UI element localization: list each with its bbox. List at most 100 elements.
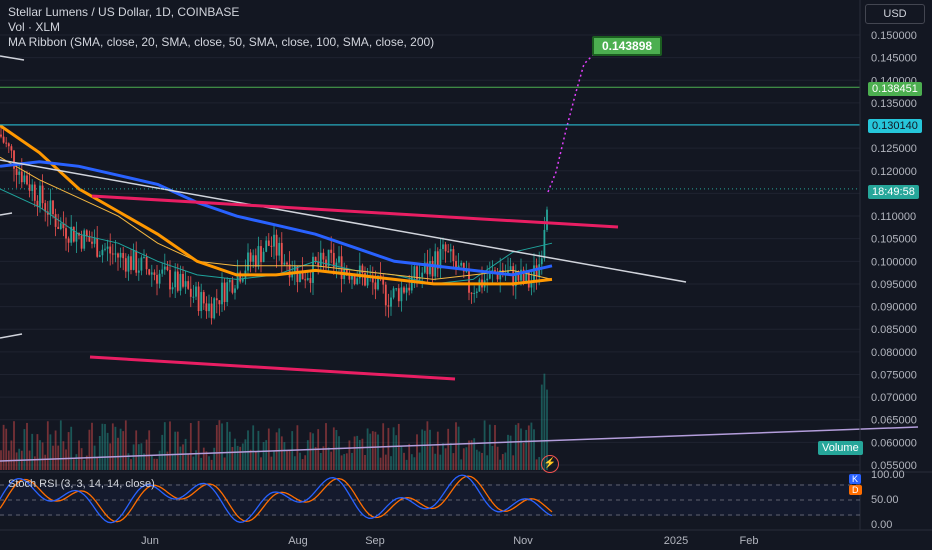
volume-bar [153,458,156,470]
candle-body [156,274,158,284]
candle-body [533,265,535,282]
volume-bar [514,424,517,470]
candle-body [221,282,223,305]
candle-body [182,273,184,287]
candle-body [218,300,221,305]
candle-body [486,278,489,281]
volume-bar [236,445,239,470]
candle-body [127,256,130,272]
flash-icon[interactable]: ⚡ [541,455,559,473]
candle-body [416,266,418,280]
candle-body [23,175,26,183]
volume-bar [447,428,450,470]
volume-bar [369,433,372,470]
volume-bar [327,447,330,470]
price-tick-label: 0.095000 [871,279,917,291]
support-line [89,355,456,381]
volume-bar [296,425,299,470]
countdown-tag: 18:49:58 [868,185,919,199]
volume-bar [403,452,405,470]
target-price-label: 0.143898 [592,36,663,56]
volume-bar [140,443,143,470]
time-tick-label: Nov [513,535,533,547]
candle-body [270,245,273,247]
candle-body [174,271,177,288]
candle-body [384,284,387,306]
volume-bar [309,432,312,470]
volume-bar [335,429,338,470]
candle-body [426,262,429,275]
candle-body [462,262,465,272]
volume-bar [338,436,340,470]
volume-bar [530,422,533,470]
volume-bar [234,438,236,470]
volume-bar [468,440,470,470]
volume-bar [249,449,252,470]
candle-body [109,246,112,254]
volume-bar [301,459,304,470]
symbol-title: Stellar Lumens / US Dollar, 1D, COINBASE [8,5,240,19]
candle-body [509,266,512,271]
volume-bar [442,443,444,470]
volume-bar [431,446,434,470]
candle-body [236,272,239,289]
candle-body [390,297,392,307]
candle-body [171,287,174,290]
candle-body [460,262,463,266]
volume-bar [312,433,314,470]
volume-bar [0,450,2,470]
trendline-drawings [0,51,919,462]
candle-body [26,175,28,185]
volume-bar [525,429,528,470]
volume-bar [252,425,255,470]
volume-bars [0,373,548,470]
volume-bar [23,429,26,470]
candle-body [546,209,548,230]
currency-button[interactable]: USD [865,4,925,24]
candle-body [299,270,301,283]
candle-body [44,203,47,212]
price-tick-label: 0.080000 [871,347,917,359]
price-tick-label: 0.145000 [871,53,917,65]
candle-body [275,234,278,256]
candle-body [338,256,340,263]
volume-bar [143,453,145,470]
volume-bar [546,389,548,470]
volume-bar [171,453,174,470]
volume-bar [496,446,499,470]
time-axis: Jun Aug Sep Nov 2025 Feb [0,529,932,547]
ma-line [0,156,553,280]
volume-bar [462,448,465,470]
candle-body [522,269,525,283]
volume-bar [499,459,502,470]
candle-body [247,252,249,271]
candle-body [543,229,546,259]
volume-bar [124,420,127,470]
candle-body [98,255,101,257]
volume-bar [379,457,382,470]
candle-body [93,238,96,244]
candle-body [374,282,377,290]
price-axis: 0.1500000.1450000.1400000.1350000.130000… [859,0,917,530]
volume-bar [52,445,54,470]
volume-legend: Vol · XLM [8,20,61,34]
volume-bar [192,456,195,470]
chart-grid [0,34,860,466]
volume-bar [449,443,452,470]
candle-body [5,142,8,144]
volume-bar [228,431,231,470]
candle-body [507,270,509,274]
volume-bar [374,431,377,470]
volume-tag: Volume [818,441,863,455]
candle-body [130,256,132,270]
volume-bar [75,454,78,470]
candle-body [106,246,109,249]
candle-body [119,252,122,258]
candle-body [249,252,252,262]
candle-body [457,265,460,269]
volume-bar [239,446,242,470]
volume-bar [478,451,481,470]
candle-body [332,252,335,268]
price-tick-label: 0.060000 [871,437,917,449]
